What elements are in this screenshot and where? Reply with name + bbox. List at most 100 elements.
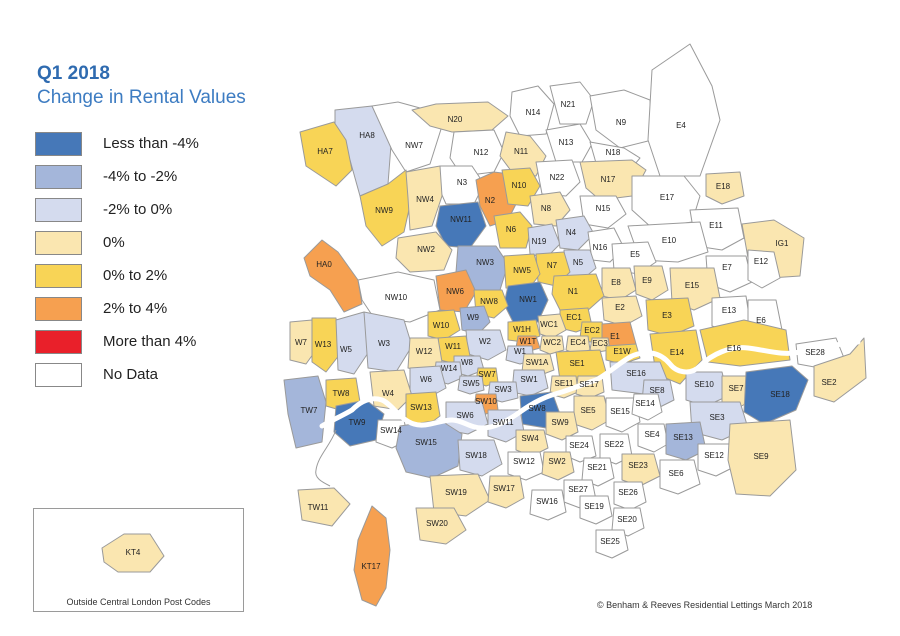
district-label-e6: E6 xyxy=(756,316,766,325)
district-label-w3: W3 xyxy=(378,339,391,348)
district-label-ec2: EC2 xyxy=(584,326,600,335)
district-label-nw11: NW11 xyxy=(450,215,472,224)
district-label-nw7: NW7 xyxy=(405,141,423,150)
district-label-se16: SE16 xyxy=(626,369,646,378)
district-label-sw3: SW3 xyxy=(494,385,512,394)
district-label-e3: E3 xyxy=(662,311,672,320)
district-label-e18: E18 xyxy=(716,182,731,191)
legend-swatch xyxy=(35,231,82,255)
district-label-e9: E9 xyxy=(642,276,652,285)
district-label-se11: SE11 xyxy=(555,379,575,388)
district-label-sw2: SW2 xyxy=(548,457,566,466)
district-label-w14: W14 xyxy=(441,364,458,373)
district-label-se22: SE22 xyxy=(604,440,624,449)
district-label-e10: E10 xyxy=(662,236,677,245)
district-label-se26: SE26 xyxy=(618,488,638,497)
copyright-notice: © Benham & Reeves Residential Lettings M… xyxy=(597,600,813,610)
district-label-n21: N21 xyxy=(561,100,576,109)
district-label-w1t: W1T xyxy=(520,337,537,346)
district-ha0 xyxy=(303,239,363,313)
legend-label: 2% to 4% xyxy=(103,300,168,317)
district-sw12 xyxy=(507,451,545,481)
district-label-ig1: IG1 xyxy=(776,239,789,248)
district-kt4 xyxy=(101,533,165,573)
legend-swatch xyxy=(35,132,82,156)
district-se20 xyxy=(611,507,645,537)
district-label-nw9: NW9 xyxy=(375,206,393,215)
district-label-sw20: SW20 xyxy=(426,519,448,528)
legend-swatch xyxy=(35,264,82,288)
district-sw2 xyxy=(541,451,575,481)
district-se19 xyxy=(579,495,613,525)
district-w7 xyxy=(289,319,317,365)
district-label-kt17: KT17 xyxy=(361,562,381,571)
district-label-wc2: WC2 xyxy=(543,338,561,347)
district-label-e4: E4 xyxy=(676,121,686,130)
district-label-ec3: EC3 xyxy=(592,339,608,348)
district-label-nw8: NW8 xyxy=(480,297,498,306)
district-label-ec4: EC4 xyxy=(570,338,586,347)
legend-swatch xyxy=(35,198,82,222)
district-label-se23: SE23 xyxy=(628,461,648,470)
district-label-se9: SE9 xyxy=(753,452,769,461)
district-label-sw10: SW10 xyxy=(475,397,497,406)
district-label-n13: N13 xyxy=(559,138,574,147)
district-n22 xyxy=(535,159,581,197)
district-sw17 xyxy=(487,475,525,509)
district-label-e8: E8 xyxy=(611,278,621,287)
district-label-w1: W1 xyxy=(514,347,527,356)
district-n21 xyxy=(549,81,595,125)
district-label-se13: SE13 xyxy=(673,433,693,442)
district-w10 xyxy=(427,309,461,341)
district-label-se1: SE1 xyxy=(569,359,585,368)
district-label-e12: E12 xyxy=(754,257,769,266)
map-subtitle: Change in Rental Values xyxy=(37,87,246,108)
district-label-n20: N20 xyxy=(448,115,463,124)
district-sw16 xyxy=(529,489,567,521)
district-nw4 xyxy=(405,165,443,231)
district-label-n10: N10 xyxy=(512,181,527,190)
inset-caption: Outside Central London Post Codes xyxy=(66,597,211,607)
district-label-se2: SE2 xyxy=(821,378,837,387)
district-label-w1h: W1H xyxy=(513,325,531,334)
district-label-tw8: TW8 xyxy=(333,389,350,398)
district-label-tw11: TW11 xyxy=(308,503,329,512)
district-label-sw12: SW12 xyxy=(513,457,535,466)
district-label-sw17: SW17 xyxy=(493,484,515,493)
district-n20 xyxy=(411,101,509,133)
district-label-se27: SE27 xyxy=(568,485,588,494)
district-label-n3: N3 xyxy=(457,178,468,187)
district-e9 xyxy=(633,265,669,301)
district-label-se3: SE3 xyxy=(709,413,725,422)
district-sw18 xyxy=(457,439,503,477)
district-se25 xyxy=(595,529,629,559)
district-label-e7: E7 xyxy=(722,263,732,272)
district-label-n14: N14 xyxy=(526,108,541,117)
district-label-n5: N5 xyxy=(573,258,584,267)
district-label-ha0: HA0 xyxy=(316,260,332,269)
district-e12 xyxy=(747,249,781,289)
district-label-n1: N1 xyxy=(568,287,579,296)
district-tw7 xyxy=(283,375,327,449)
district-sw15 xyxy=(395,419,463,479)
district-label-nw6: NW6 xyxy=(446,287,464,296)
district-se2 xyxy=(813,337,867,403)
district-label-se24: SE24 xyxy=(569,441,589,450)
district-label-n16: N16 xyxy=(593,243,608,252)
district-label-w2: W2 xyxy=(479,337,492,346)
district-e4 xyxy=(647,43,721,177)
district-nw2 xyxy=(395,231,453,273)
district-label-sw14: SW14 xyxy=(380,426,402,435)
district-label-sw15: SW15 xyxy=(415,438,437,447)
district-label-nw1: NW1 xyxy=(519,295,537,304)
district-se9 xyxy=(727,419,797,497)
district-label-e11: E11 xyxy=(709,221,723,230)
district-label-nw2: NW2 xyxy=(417,245,435,254)
district-label-se6: SE6 xyxy=(668,469,684,478)
district-label-se21: SE21 xyxy=(587,463,607,472)
district-label-n8: N8 xyxy=(541,204,552,213)
district-label-sw8: SW8 xyxy=(528,404,546,413)
legend-label: More than 4% xyxy=(103,333,197,350)
district-ha7 xyxy=(299,121,353,187)
district-label-w11: W11 xyxy=(445,342,461,351)
